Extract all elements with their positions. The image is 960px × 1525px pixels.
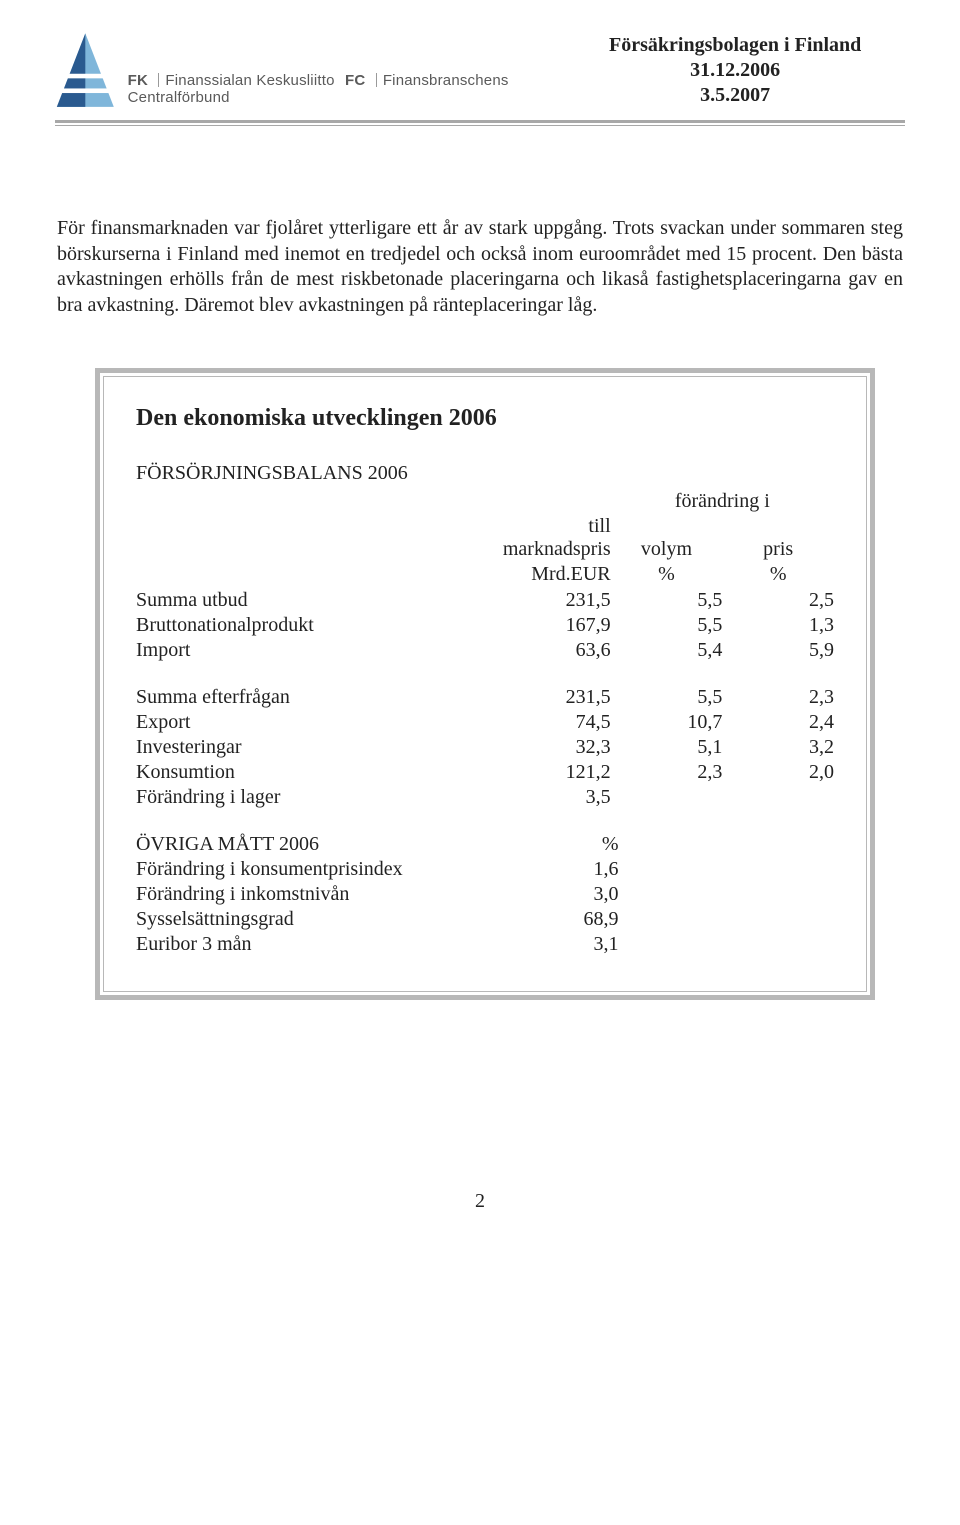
panel-title: Den ekonomiska utvecklingen 2006 bbox=[136, 405, 834, 432]
other-measures-table: ÖVRIGA MÅTT 2006 % Förändring i konsumen… bbox=[136, 832, 834, 957]
row-label: Konsumtion bbox=[136, 760, 485, 785]
balance-table: förändring i till marknadspris volym pri… bbox=[136, 489, 834, 832]
row-v2: 5,1 bbox=[611, 735, 723, 760]
row-v: 3,0 bbox=[555, 882, 639, 907]
row-v2: 5,5 bbox=[611, 613, 723, 638]
table-row: Summa efterfrågan 231,5 5,5 2,3 bbox=[136, 685, 834, 710]
row-v1: 121,2 bbox=[485, 760, 611, 785]
section-head-2: ÖVRIGA MÅTT 2006 bbox=[136, 832, 555, 857]
col-head-volym: volym bbox=[611, 514, 723, 562]
row-label: Förändring i konsumentprisindex bbox=[136, 857, 555, 882]
unit-pct: % bbox=[555, 832, 639, 857]
info-panel-inner: Den ekonomiska utvecklingen 2006 FÖRSÖRJ… bbox=[103, 376, 867, 992]
row-v1: 167,9 bbox=[485, 613, 611, 638]
col-head-tillmark: till marknadspris bbox=[485, 514, 611, 562]
org-fc: FC bbox=[345, 72, 365, 89]
row-label: Summa utbud bbox=[136, 588, 485, 613]
org-fi: Finanssialan Keskusliitto bbox=[165, 72, 334, 89]
table-row: Investeringar 32,3 5,1 3,2 bbox=[136, 735, 834, 760]
table-row: Konsumtion 121,2 2,3 2,0 bbox=[136, 760, 834, 785]
page: FK Finanssialan Keskusliitto FC Finansbr… bbox=[0, 0, 960, 1253]
table-row: Import 63,6 5,4 5,9 bbox=[136, 638, 834, 663]
row-v2: 5,5 bbox=[611, 588, 723, 613]
body-paragraph: För finansmarknaden var fjolåret ytterli… bbox=[57, 216, 903, 318]
table-gap bbox=[136, 810, 834, 832]
row-label: Import bbox=[136, 638, 485, 663]
row-label: Förändring i lager bbox=[136, 785, 485, 810]
table-head-row: till marknadspris volym pris bbox=[136, 514, 834, 562]
row-v2: 5,4 bbox=[611, 638, 723, 663]
table-gap bbox=[136, 663, 834, 685]
table-row: Euribor 3 mån 3,1 bbox=[136, 932, 834, 957]
row-label: Förändring i inkomstnivån bbox=[136, 882, 555, 907]
col-head-forandring: förändring i bbox=[611, 489, 834, 514]
unit-eur: Mrd.EUR bbox=[485, 562, 611, 588]
table-head-row: förändring i bbox=[136, 489, 834, 514]
table-row: Sysselsättningsgrad 68,9 bbox=[136, 907, 834, 932]
row-v1: 231,5 bbox=[485, 588, 611, 613]
table-row: Summa utbud 231,5 5,5 2,5 bbox=[136, 588, 834, 613]
row-v3 bbox=[722, 785, 834, 810]
row-v1: 74,5 bbox=[485, 710, 611, 735]
row-v: 3,1 bbox=[555, 932, 639, 957]
row-label: Sysselsättningsgrad bbox=[136, 907, 555, 932]
row-v1: 32,3 bbox=[485, 735, 611, 760]
row-v3: 1,3 bbox=[722, 613, 834, 638]
doc-date: 3.5.2007 bbox=[575, 83, 895, 108]
table-head-row: ÖVRIGA MÅTT 2006 % bbox=[136, 832, 834, 857]
row-label: Bruttonationalprodukt bbox=[136, 613, 485, 638]
header-rule bbox=[55, 120, 905, 126]
row-v2: 2,3 bbox=[611, 760, 723, 785]
row-label: Export bbox=[136, 710, 485, 735]
row-v3: 2,3 bbox=[722, 685, 834, 710]
row-v2: 10,7 bbox=[611, 710, 723, 735]
row-v1: 231,5 bbox=[485, 685, 611, 710]
header-right: Försäkringsbolagen i Finland 31.12.2006 … bbox=[575, 33, 905, 112]
row-v3: 2,0 bbox=[722, 760, 834, 785]
section-head-1: FÖRSÖRJNINGSBALANS 2006 bbox=[136, 462, 834, 485]
row-v1: 3,5 bbox=[485, 785, 611, 810]
row-v: 1,6 bbox=[555, 857, 639, 882]
row-v3: 3,2 bbox=[722, 735, 834, 760]
table-row: Export 74,5 10,7 2,4 bbox=[136, 710, 834, 735]
org-separator bbox=[158, 73, 159, 87]
unit-pct-2: % bbox=[722, 562, 834, 588]
org-separator bbox=[376, 73, 377, 87]
table-row: Förändring i lager 3,5 bbox=[136, 785, 834, 810]
table-unit-row: Mrd.EUR % % bbox=[136, 562, 834, 588]
row-label: Summa efterfrågan bbox=[136, 685, 485, 710]
org-name-line: FK Finanssialan Keskusliitto FC Finansbr… bbox=[128, 72, 576, 112]
table-row: Förändring i inkomstnivån 3,0 bbox=[136, 882, 834, 907]
header-left: FK Finanssialan Keskusliitto FC Finansbr… bbox=[55, 30, 575, 112]
row-v2 bbox=[611, 785, 723, 810]
page-header: FK Finanssialan Keskusliitto FC Finansbr… bbox=[55, 30, 905, 112]
row-v: 68,9 bbox=[555, 907, 639, 932]
row-v3: 5,9 bbox=[722, 638, 834, 663]
table-row: Förändring i konsumentprisindex 1,6 bbox=[136, 857, 834, 882]
row-label: Investeringar bbox=[136, 735, 485, 760]
doc-title: Försäkringsbolagen i Finland 31.12.2006 bbox=[575, 33, 895, 83]
table-row: Bruttonationalprodukt 167,9 5,5 1,3 bbox=[136, 613, 834, 638]
row-label: Euribor 3 mån bbox=[136, 932, 555, 957]
row-v3: 2,4 bbox=[722, 710, 834, 735]
row-v2: 5,5 bbox=[611, 685, 723, 710]
page-number: 2 bbox=[55, 1190, 905, 1213]
org-fk: FK bbox=[128, 72, 148, 89]
triangle-logo-icon bbox=[55, 30, 116, 112]
row-v1: 63,6 bbox=[485, 638, 611, 663]
row-v3: 2,5 bbox=[722, 588, 834, 613]
unit-pct-1: % bbox=[611, 562, 723, 588]
info-panel: Den ekonomiska utvecklingen 2006 FÖRSÖRJ… bbox=[95, 368, 875, 1000]
col-head-pris: pris bbox=[722, 514, 834, 562]
